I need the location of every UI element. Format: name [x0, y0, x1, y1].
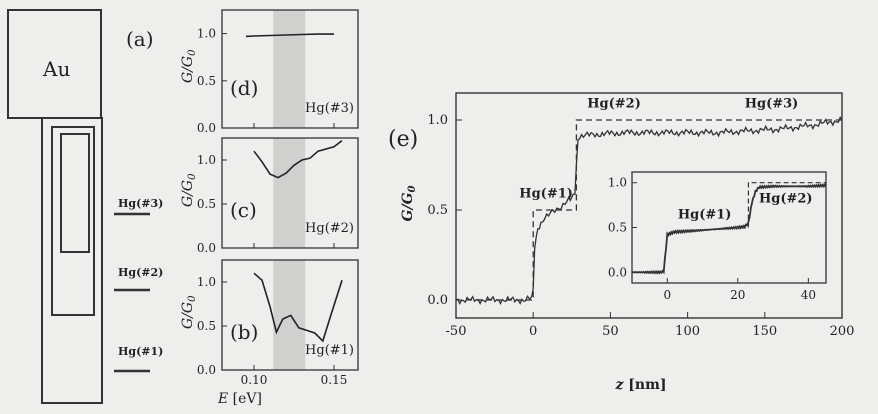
inset-measured-line — [631, 182, 827, 275]
svg-text:E [eV]: E [eV] — [217, 391, 262, 407]
annotation-hg3: Hg(#3) — [745, 96, 799, 111]
y-tick-label: 0.5 — [197, 319, 216, 333]
panel-letter: (d) — [230, 76, 258, 100]
schematic-panel: Au (a) Hg(#3) Hg(#2) Hg(#1) — [7, 9, 163, 404]
data-line — [245, 33, 334, 38]
y-axis-label: G/G0 — [180, 173, 198, 207]
inset-dashed-line — [747, 182, 826, 228]
y-tick-label: 1.0 — [197, 275, 216, 289]
data-line — [253, 272, 343, 343]
x-tick-label: 200 — [830, 324, 855, 339]
panel-annotation: Hg(#3) — [305, 101, 354, 116]
y-tick-label: 0.0 — [197, 121, 216, 135]
x-tick-label: 50 — [602, 324, 619, 339]
inset-x-tick-label: 40 — [801, 288, 816, 302]
y-tick-label: 0.5 — [427, 203, 448, 218]
x-tick-label: 0.15 — [321, 373, 348, 387]
annotation-hg1: Hg(#1) — [519, 186, 573, 201]
y-axis-label: G/G0 — [400, 185, 418, 221]
shaded-band — [273, 10, 306, 128]
y-axis-label: G/G0 — [180, 295, 198, 329]
inset-x-tick-label: 20 — [730, 288, 745, 302]
x-tick-label: -50 — [446, 324, 467, 339]
inset-y-tick-label: 1.0 — [608, 176, 627, 190]
level-label-1: Hg(#1) — [118, 345, 163, 358]
shaded-band — [273, 138, 306, 248]
panel-label-e: (e) — [388, 127, 418, 152]
x-tick-label: 150 — [752, 324, 777, 339]
y-tick-label: 1.0 — [427, 113, 448, 128]
plot-frame — [455, 92, 843, 319]
panel-annotation: Hg(#1) — [305, 343, 354, 358]
x-tick-label: 0.10 — [241, 373, 268, 387]
x-tick-label: 0 — [529, 324, 537, 339]
tip-inner — [60, 133, 90, 253]
inset-y-tick-label: 0.5 — [608, 221, 627, 235]
y-axis-label: G/G0 — [180, 49, 198, 83]
big-panel-xlabel: z [nm] — [614, 377, 666, 393]
plot-frame — [221, 137, 359, 249]
panel-d: 0.0 0.5 1.0 (d) Hg(#3) G/G0 — [180, 9, 359, 135]
inset-x-tick-label: 0 — [663, 288, 671, 302]
y-tick-label: 1.0 — [197, 153, 216, 167]
x-tick-label: 100 — [675, 324, 700, 339]
level-label-3: Hg(#3) — [118, 197, 163, 210]
measured-line — [455, 116, 843, 305]
y-tick-label: 0.0 — [197, 241, 216, 255]
level-label-2: Hg(#2) — [118, 266, 163, 279]
plot-frame — [221, 9, 359, 129]
panel-b: 0.0 0.5 1.0 0.10 0.15 (b) Hg(#1) G/G0 — [180, 259, 359, 387]
panel-label-a: (a) — [126, 27, 154, 51]
inset-annotation-hg1: Hg(#1) — [678, 208, 732, 223]
plot-frame — [221, 259, 359, 371]
inset-y-tick-label: 0.0 — [608, 265, 627, 279]
inset-annotation-hg2: Hg(#2) — [759, 191, 813, 206]
electrode-label: Au — [42, 57, 70, 81]
panel-c: 0.0 0.5 1.0 (c) Hg(#2) G/G0 — [180, 137, 359, 255]
dashed-line — [456, 119, 842, 301]
y-tick-label: 0.5 — [197, 74, 216, 88]
data-line — [253, 139, 343, 179]
panel-letter: (c) — [230, 198, 257, 222]
shaded-band — [273, 260, 306, 370]
panel-annotation: Hg(#2) — [305, 221, 354, 236]
y-tick-label: 0.0 — [427, 293, 448, 308]
tip-outer — [41, 117, 103, 404]
y-tick-label: 0.5 — [197, 197, 216, 211]
tip-middle — [51, 126, 95, 316]
panel-letter: (b) — [230, 320, 258, 344]
annotation-hg2: Hg(#2) — [587, 96, 641, 111]
y-tick-label: 0.0 — [197, 363, 216, 377]
small-panels-xlabel: E [eV] — [217, 391, 262, 407]
y-tick-label: 1.0 — [197, 27, 216, 41]
